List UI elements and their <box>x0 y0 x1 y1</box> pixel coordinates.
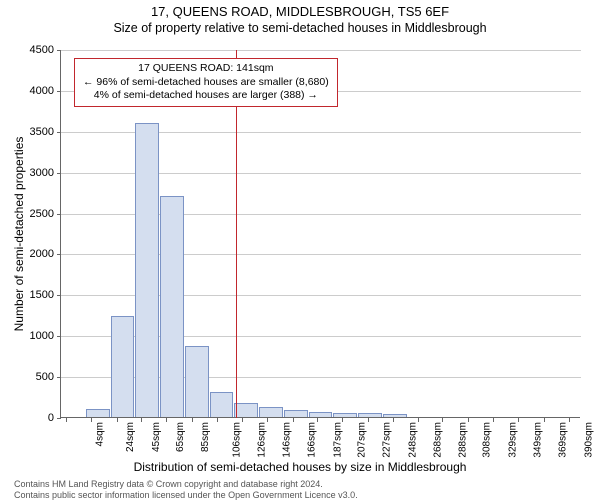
xtick-mark <box>293 418 294 422</box>
xtick-mark <box>317 418 318 422</box>
xtick-label: 166sqm <box>306 422 317 458</box>
ytick-label: 500 <box>14 371 54 383</box>
xtick-label: 329sqm <box>508 422 519 458</box>
xtick-label: 45sqm <box>151 422 162 452</box>
xtick-label: 65sqm <box>175 422 186 452</box>
xtick-mark <box>368 418 369 422</box>
histogram-bar <box>259 407 283 417</box>
footer-line-2: Contains public sector information licen… <box>14 490 358 500</box>
ytick-label: 2500 <box>14 208 54 220</box>
ytick-mark <box>57 132 61 133</box>
histogram-bar <box>333 413 357 417</box>
ytick-mark <box>57 336 61 337</box>
ytick-mark <box>57 214 61 215</box>
xtick-label: 369sqm <box>557 422 568 458</box>
info-line-1: 17 QUEENS ROAD: 141sqm <box>83 62 329 76</box>
histogram-bar <box>210 392 234 417</box>
ytick-label: 0 <box>14 412 54 424</box>
histogram-bar <box>86 409 110 417</box>
footer: Contains HM Land Registry data © Crown c… <box>14 479 358 500</box>
xtick-label: 187sqm <box>332 422 343 458</box>
gridline <box>61 50 581 51</box>
ytick-mark <box>57 295 61 296</box>
histogram-bar <box>111 316 135 417</box>
histogram-bar <box>135 123 159 417</box>
xtick-mark <box>493 418 494 422</box>
histogram-bar <box>358 413 382 417</box>
xtick-mark <box>166 418 167 422</box>
xtick-label: 24sqm <box>125 422 136 452</box>
xtick-label: 248sqm <box>408 422 419 458</box>
xtick-label: 207sqm <box>357 422 368 458</box>
xtick-label: 85sqm <box>200 422 211 452</box>
ytick-label: 4000 <box>14 85 54 97</box>
ytick-label: 3500 <box>14 126 54 138</box>
xtick-mark <box>217 418 218 422</box>
xtick-label: 106sqm <box>232 422 243 458</box>
histogram-bar <box>284 410 308 417</box>
xtick-mark <box>418 418 419 422</box>
xtick-label: 4sqm <box>94 422 105 446</box>
xtick-mark <box>267 418 268 422</box>
xtick-mark <box>468 418 469 422</box>
ytick-label: 4500 <box>14 44 54 56</box>
ytick-label: 2000 <box>14 248 54 260</box>
ytick-mark <box>57 50 61 51</box>
xtick-mark <box>242 418 243 422</box>
footer-line-1: Contains HM Land Registry data © Crown c… <box>14 479 358 490</box>
xtick-mark <box>393 418 394 422</box>
ytick-label: 3000 <box>14 167 54 179</box>
xtick-label: 288sqm <box>457 422 468 458</box>
xtick-mark <box>91 418 92 422</box>
info-line-3: 4% of semi-detached houses are larger (3… <box>83 89 329 103</box>
chart-subtitle: Size of property relative to semi-detach… <box>0 21 600 35</box>
histogram-bar <box>234 403 258 417</box>
xtick-label: 349sqm <box>533 422 544 458</box>
xtick-label: 126sqm <box>257 422 268 458</box>
chart-container: { "header": { "title": "17, QUEENS ROAD,… <box>0 4 600 500</box>
xtick-label: 227sqm <box>382 422 393 458</box>
xtick-mark <box>518 418 519 422</box>
x-axis-title: Distribution of semi-detached houses by … <box>0 460 600 474</box>
ytick-mark <box>57 418 61 419</box>
xtick-mark <box>141 418 142 422</box>
ytick-mark <box>57 91 61 92</box>
xtick-mark <box>342 418 343 422</box>
xtick-mark <box>117 418 118 422</box>
xtick-label: 146sqm <box>281 422 292 458</box>
histogram-bar <box>160 196 184 417</box>
ytick-label: 1500 <box>14 289 54 301</box>
xtick-label: 268sqm <box>432 422 443 458</box>
ytick-mark <box>57 173 61 174</box>
xtick-label: 308sqm <box>482 422 493 458</box>
info-box: 17 QUEENS ROAD: 141sqm ← 96% of semi-det… <box>74 58 338 107</box>
ytick-mark <box>57 377 61 378</box>
chart-title: 17, QUEENS ROAD, MIDDLESBROUGH, TS5 6EF <box>0 4 600 19</box>
histogram-bar <box>309 412 333 417</box>
xtick-mark <box>569 418 570 422</box>
info-line-2: ← 96% of semi-detached houses are smalle… <box>83 76 329 90</box>
ytick-mark <box>57 254 61 255</box>
histogram-bar <box>185 346 209 417</box>
xtick-label: 390sqm <box>583 422 594 458</box>
xtick-mark <box>442 418 443 422</box>
ytick-label: 1000 <box>14 330 54 342</box>
xtick-mark <box>66 418 67 422</box>
xtick-mark <box>544 418 545 422</box>
xtick-mark <box>192 418 193 422</box>
histogram-bar <box>383 414 407 417</box>
